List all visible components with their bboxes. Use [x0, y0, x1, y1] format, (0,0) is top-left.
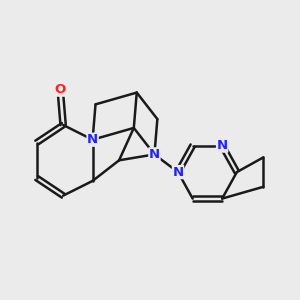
- Text: N: N: [87, 133, 98, 146]
- Text: N: N: [172, 166, 184, 178]
- Text: O: O: [55, 83, 66, 96]
- Text: N: N: [149, 148, 160, 161]
- Text: N: N: [217, 139, 228, 152]
